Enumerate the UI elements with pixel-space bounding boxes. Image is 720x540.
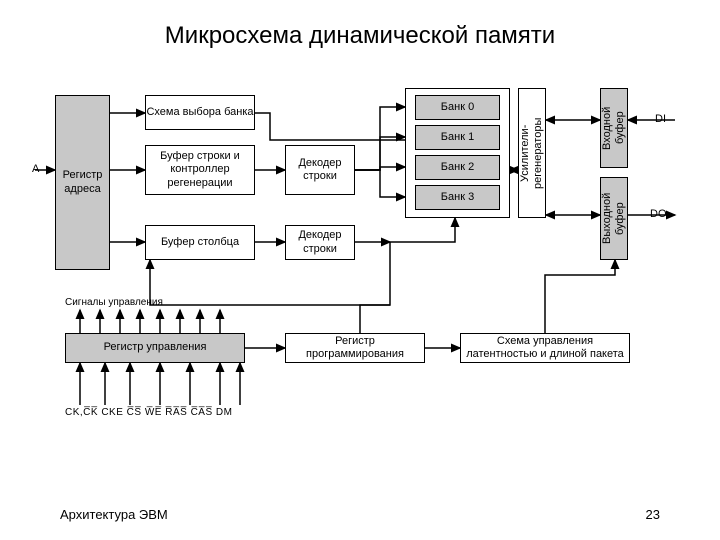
- box-reg-addr: Регистр адреса: [55, 95, 110, 270]
- box-ctrl-reg: Регистр управления: [65, 333, 245, 363]
- box-bank3: Банк 3: [415, 185, 500, 210]
- box-label: Усилители-регенераторы: [519, 89, 545, 217]
- box-row-dec: Декодер строки: [285, 145, 355, 195]
- box-bank0: Банк 0: [415, 95, 500, 120]
- box-label: Банк 2: [441, 161, 474, 174]
- box-prog-reg: Регистр программирования: [285, 333, 425, 363]
- page-title: Микросхема динамической памяти: [0, 22, 720, 50]
- box-bank2: Банк 2: [415, 155, 500, 180]
- box-label: Декодер строки: [286, 157, 354, 183]
- box-out-buf: Выходной буфер: [600, 177, 628, 260]
- box-label: Буфер строки и контроллер регенерации: [146, 150, 254, 190]
- box-label: Выходной буфер: [601, 178, 627, 259]
- box-bank1: Банк 1: [415, 125, 500, 150]
- arrows-layer: [30, 85, 690, 455]
- diagram-canvas: A DI DO Сигналы управления CK,C̅K̅ CKE C…: [30, 85, 690, 455]
- box-col-dec: Декодер строки: [285, 225, 355, 260]
- box-label: Декодер строки: [286, 229, 354, 255]
- box-label: Входной буфер: [601, 89, 627, 167]
- box-in-buf: Входной буфер: [600, 88, 628, 168]
- box-label: Банк 1: [441, 131, 474, 144]
- box-label: Буфер столбца: [161, 236, 239, 249]
- box-label: Регистр программирования: [286, 335, 424, 361]
- box-label: Банк 0: [441, 101, 474, 114]
- footer-page: 23: [646, 507, 660, 522]
- box-label: Банк 3: [441, 191, 474, 204]
- box-label: Регистр управления: [104, 341, 207, 354]
- label-a: A: [32, 163, 39, 175]
- footer-left: Архитектура ЭВМ: [60, 507, 168, 522]
- label-signals: Сигналы управления: [65, 297, 163, 308]
- box-label: Схема выбора банка: [146, 106, 253, 119]
- label-di: DI: [655, 113, 666, 125]
- label-do: DO: [650, 208, 667, 220]
- box-label: Схема управления латентностью и длиной п…: [461, 335, 629, 361]
- box-bank-sel: Схема выбора банка: [145, 95, 255, 130]
- box-label: Регистр адреса: [56, 169, 109, 195]
- box-amp: Усилители-регенераторы: [518, 88, 546, 218]
- box-col-buf: Буфер столбца: [145, 225, 255, 260]
- box-row-buf: Буфер строки и контроллер регенерации: [145, 145, 255, 195]
- box-lat-ctrl: Схема управления латентностью и длиной п…: [460, 333, 630, 363]
- label-pins: CK,C̅K̅ CKE C̅S̅ W̅E̅ R̅A̅S̅ C̅A̅S̅ DM: [65, 407, 232, 418]
